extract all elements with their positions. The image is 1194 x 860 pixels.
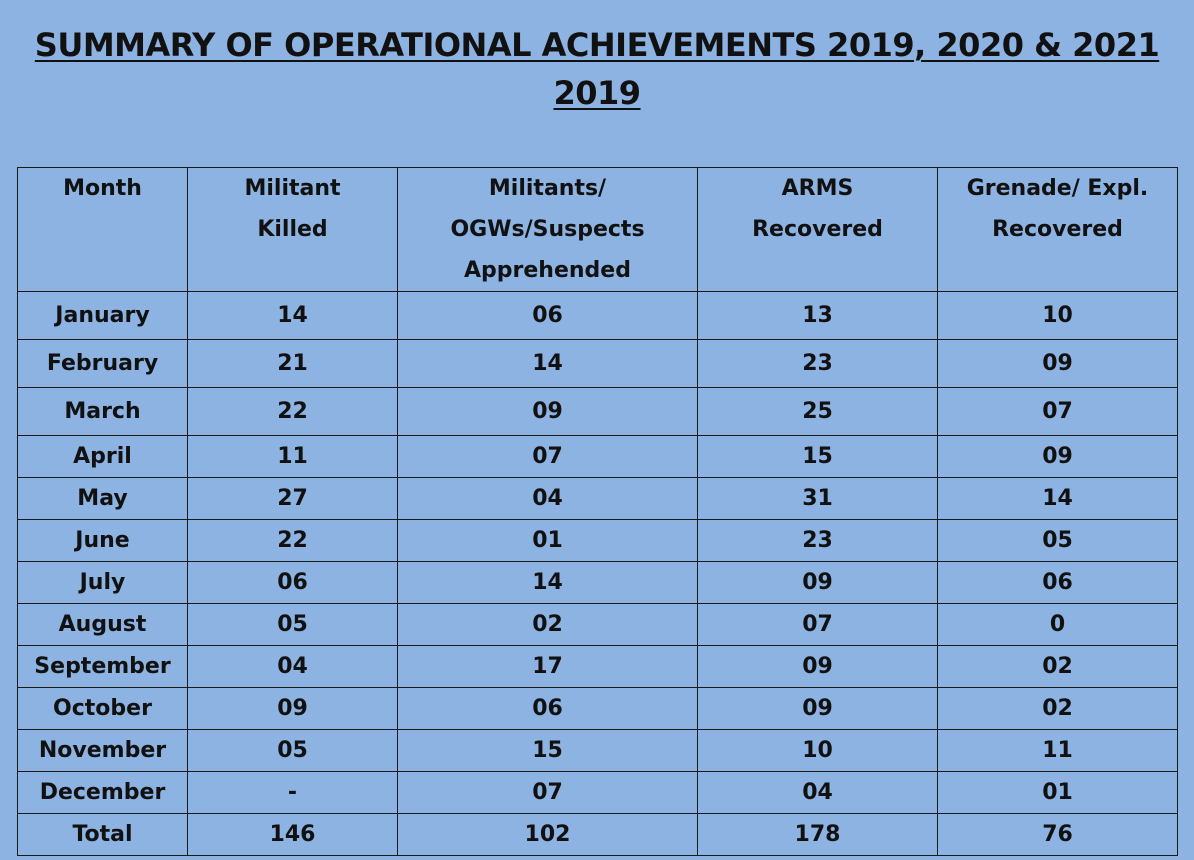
- cell-grenade-recovered: 11: [937, 729, 1178, 772]
- table-row: January 14 06 13 10: [17, 291, 1178, 340]
- table-row: February 21 14 23 09: [17, 339, 1178, 388]
- cell-month: January: [17, 291, 188, 340]
- cell-month: April: [17, 435, 188, 478]
- header-month: Month: [17, 167, 188, 292]
- cell-militant-killed: 05: [187, 603, 398, 646]
- cell-apprehended: 14: [397, 339, 698, 388]
- operational-achievements-table: Month Militant Killed Militants/ OGWs/Su…: [17, 167, 1178, 856]
- table-row: December - 07 04 01: [17, 771, 1178, 814]
- cell-militant-killed: 14: [187, 291, 398, 340]
- cell-arms-recovered: 09: [697, 645, 938, 688]
- cell-grenade-recovered: 01: [937, 771, 1178, 814]
- cell-apprehended: 15: [397, 729, 698, 772]
- cell-militant-killed: 04: [187, 645, 398, 688]
- cell-apprehended: 09: [397, 387, 698, 436]
- table-row: August 05 02 07 0: [17, 603, 1178, 646]
- cell-militant-killed: 21: [187, 339, 398, 388]
- cell-arms-recovered: 31: [697, 477, 938, 520]
- cell-militant-killed: 05: [187, 729, 398, 772]
- cell-month: July: [17, 561, 188, 604]
- cell-militant-killed: 06: [187, 561, 398, 604]
- cell-grenade-recovered: 05: [937, 519, 1178, 562]
- cell-arms-recovered: 23: [697, 519, 938, 562]
- cell-apprehended: 01: [397, 519, 698, 562]
- cell-grenade-recovered: 76: [937, 813, 1178, 856]
- table-row: March 22 09 25 07: [17, 387, 1178, 436]
- page-title: SUMMARY OF OPERATIONAL ACHIEVEMENTS 2019…: [34, 26, 1160, 64]
- cell-apprehended: 102: [397, 813, 698, 856]
- header-arms-recovered: ARMS Recovered: [697, 167, 938, 292]
- cell-apprehended: 07: [397, 435, 698, 478]
- cell-month: February: [17, 339, 188, 388]
- cell-grenade-recovered: 10: [937, 291, 1178, 340]
- cell-apprehended: 07: [397, 771, 698, 814]
- cell-grenade-recovered: 02: [937, 645, 1178, 688]
- cell-arms-recovered: 09: [697, 561, 938, 604]
- cell-grenade-recovered: 0: [937, 603, 1178, 646]
- cell-arms-recovered: 15: [697, 435, 938, 478]
- cell-militant-killed: 22: [187, 519, 398, 562]
- table-row: October 09 06 09 02: [17, 687, 1178, 730]
- cell-militant-killed: 22: [187, 387, 398, 436]
- header-apprehended: Militants/ OGWs/Suspects Apprehended: [397, 167, 698, 292]
- cell-grenade-recovered: 07: [937, 387, 1178, 436]
- header-grenade-recovered: Grenade/ Expl. Recovered: [937, 167, 1178, 292]
- cell-apprehended: 14: [397, 561, 698, 604]
- table-row: November 05 15 10 11: [17, 729, 1178, 772]
- cell-arms-recovered: 178: [697, 813, 938, 856]
- table-header-row: Month Militant Killed Militants/ OGWs/Su…: [17, 167, 1178, 292]
- cell-militant-killed: 09: [187, 687, 398, 730]
- cell-month: August: [17, 603, 188, 646]
- cell-grenade-recovered: 14: [937, 477, 1178, 520]
- cell-arms-recovered: 10: [697, 729, 938, 772]
- cell-apprehended: 02: [397, 603, 698, 646]
- cell-grenade-recovered: 02: [937, 687, 1178, 730]
- cell-militant-killed: 27: [187, 477, 398, 520]
- cell-apprehended: 06: [397, 291, 698, 340]
- cell-arms-recovered: 13: [697, 291, 938, 340]
- table-row: April 11 07 15 09: [17, 435, 1178, 478]
- cell-arms-recovered: 07: [697, 603, 938, 646]
- table-row: June 22 01 23 05: [17, 519, 1178, 562]
- cell-month: June: [17, 519, 188, 562]
- cell-arms-recovered: 04: [697, 771, 938, 814]
- cell-arms-recovered: 09: [697, 687, 938, 730]
- cell-month: October: [17, 687, 188, 730]
- cell-arms-recovered: 23: [697, 339, 938, 388]
- cell-grenade-recovered: 09: [937, 435, 1178, 478]
- cell-month: September: [17, 645, 188, 688]
- cell-month: December: [17, 771, 188, 814]
- cell-militant-killed: -: [187, 771, 398, 814]
- header-militant-killed: Militant Killed: [187, 167, 398, 292]
- table-row: September 04 17 09 02: [17, 645, 1178, 688]
- table-row: July 06 14 09 06: [17, 561, 1178, 604]
- page-subtitle-year: 2019: [553, 74, 641, 112]
- table-row: May 27 04 31 14: [17, 477, 1178, 520]
- cell-militant-killed: 11: [187, 435, 398, 478]
- table-total-row: Total 146 102 178 76: [17, 813, 1178, 856]
- cell-month: March: [17, 387, 188, 436]
- cell-apprehended: 04: [397, 477, 698, 520]
- cell-month: November: [17, 729, 188, 772]
- cell-militant-killed: 146: [187, 813, 398, 856]
- cell-arms-recovered: 25: [697, 387, 938, 436]
- cell-month: May: [17, 477, 188, 520]
- cell-month: Total: [17, 813, 188, 856]
- cell-apprehended: 17: [397, 645, 698, 688]
- cell-grenade-recovered: 09: [937, 339, 1178, 388]
- cell-apprehended: 06: [397, 687, 698, 730]
- cell-grenade-recovered: 06: [937, 561, 1178, 604]
